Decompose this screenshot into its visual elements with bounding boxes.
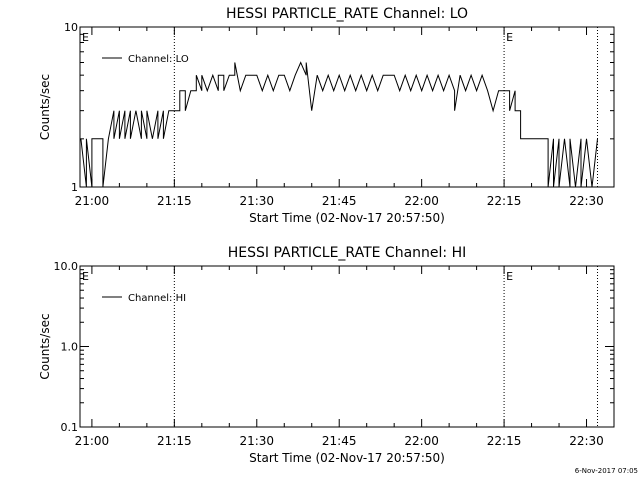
plot-frame <box>79 26 615 188</box>
x-tick-label: 22:15 <box>487 194 522 208</box>
y-tick-label: 0.1 <box>61 421 79 434</box>
event-marker: E <box>506 31 513 44</box>
y-tick-label: 1 <box>71 181 78 194</box>
panel-lo: HESSI PARTICLE_RATE Channel: LO Start Tim… <box>38 6 615 225</box>
y-tick-label: 10.0 <box>54 260 79 273</box>
y-tick-label: 1.0 <box>61 341 79 354</box>
x-tick-label: 21:00 <box>75 434 110 448</box>
x-tick-label: 22:00 <box>404 434 439 448</box>
plot-frame <box>79 265 615 428</box>
chart-title: HESSI PARTICLE_RATE Channel: LO <box>226 6 468 22</box>
x-axis-label: Start Time (02-Nov-17 20:57:50) <box>249 211 445 225</box>
x-tick-label: 21:45 <box>322 194 357 208</box>
x-tick-label: 21:30 <box>239 434 274 448</box>
x-tick-label: 21:45 <box>322 434 357 448</box>
x-tick-label: 22:00 <box>404 194 439 208</box>
y-axis-label: Counts/sec <box>38 313 52 379</box>
x-tick-label: 21:15 <box>157 434 192 448</box>
y-axis-label: Counts/sec <box>38 74 52 140</box>
x-tick-label: 22:30 <box>569 434 604 448</box>
legend-label: Channel: LO <box>128 54 189 65</box>
legend-label: Channel: HI <box>128 293 186 304</box>
event-marker: E <box>82 31 89 44</box>
chart-title: HESSI PARTICLE_RATE Channel: HI <box>228 245 466 261</box>
x-axis-label: Start Time (02-Nov-17 20:57:50) <box>249 451 445 465</box>
x-tick-label: 21:30 <box>239 194 274 208</box>
footer-timestamp: 6-Nov-2017 07:05 <box>575 467 638 475</box>
event-marker: E <box>506 270 513 283</box>
x-tick-label: 21:00 <box>75 194 110 208</box>
panel-hi: HESSI PARTICLE_RATE Channel: HI Start Tim… <box>38 245 615 465</box>
series-line <box>80 61 598 188</box>
x-tick-label: 21:15 <box>157 194 192 208</box>
y-tick-label: 10 <box>64 21 78 34</box>
x-tick-label: 22:30 <box>569 194 604 208</box>
event-marker: E <box>82 270 89 283</box>
x-tick-label: 22:15 <box>487 434 522 448</box>
